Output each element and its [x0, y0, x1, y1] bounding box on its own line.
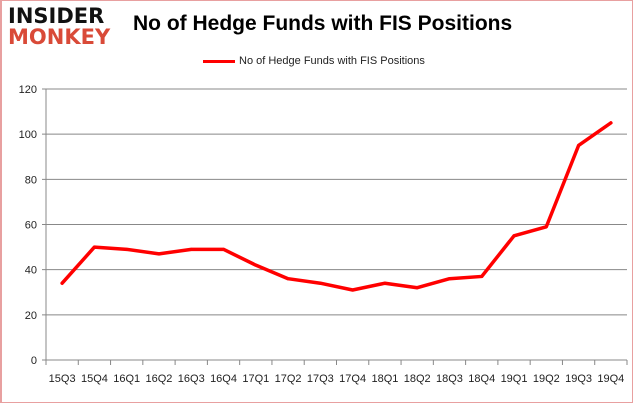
- x-tick-label: 16Q4: [210, 373, 237, 385]
- y-tick-label: 0: [31, 355, 37, 367]
- x-tick-label: 19Q4: [597, 373, 624, 385]
- data-point: [415, 286, 419, 290]
- x-tick-label: 18Q1: [371, 373, 398, 385]
- y-tick-label: 120: [19, 84, 37, 96]
- data-point: [254, 263, 258, 267]
- x-tick-label: 19Q1: [501, 373, 528, 385]
- data-point: [60, 281, 64, 285]
- y-tick-label: 40: [25, 265, 37, 277]
- data-point: [480, 274, 484, 278]
- data-point: [512, 234, 516, 238]
- x-tick-label: 16Q3: [178, 373, 205, 385]
- data-point: [157, 252, 161, 256]
- x-tick-label: 17Q1: [242, 373, 269, 385]
- data-point: [577, 143, 581, 147]
- data-point: [318, 281, 322, 285]
- data-point: [286, 277, 290, 281]
- insider-monkey-logo: INSIDER MONKEY: [8, 6, 110, 48]
- data-point: [189, 247, 193, 251]
- x-tick-label: 18Q4: [468, 373, 495, 385]
- data-point: [383, 281, 387, 285]
- y-tick-label: 100: [19, 129, 37, 141]
- x-tick-label: 19Q2: [533, 373, 560, 385]
- data-point: [125, 247, 129, 251]
- legend-swatch: [203, 59, 235, 63]
- data-point: [351, 288, 355, 292]
- logo-line1: INSIDER: [8, 4, 105, 28]
- data-point: [544, 225, 548, 229]
- logo-line2: MONKEY: [8, 25, 111, 49]
- x-tick-label: 18Q3: [436, 373, 463, 385]
- x-tick-label: 17Q2: [275, 373, 302, 385]
- x-tick-label: 15Q3: [49, 373, 76, 385]
- chart-title: No of Hedge Funds with FIS Positions: [133, 12, 513, 35]
- y-tick-label: 20: [25, 310, 37, 322]
- y-tick-label: 60: [25, 220, 37, 232]
- x-tick-label: 16Q2: [146, 373, 173, 385]
- x-tick-label: 18Q2: [404, 373, 431, 385]
- x-tick-label: 17Q3: [307, 373, 334, 385]
- x-tick-label: 19Q3: [565, 373, 592, 385]
- legend-label: No of Hedge Funds with FIS Positions: [239, 55, 425, 67]
- series-line: [60, 121, 613, 292]
- legend: No of Hedge Funds with FIS Positions: [203, 55, 425, 67]
- data-point: [447, 277, 451, 281]
- data-point: [222, 247, 226, 251]
- x-tick-label: 17Q4: [339, 373, 366, 385]
- y-tick-label: 80: [25, 174, 37, 186]
- x-tick-label: 16Q1: [113, 373, 140, 385]
- data-point: [92, 245, 96, 249]
- x-tick-label: 15Q4: [81, 373, 108, 385]
- data-point: [609, 121, 613, 125]
